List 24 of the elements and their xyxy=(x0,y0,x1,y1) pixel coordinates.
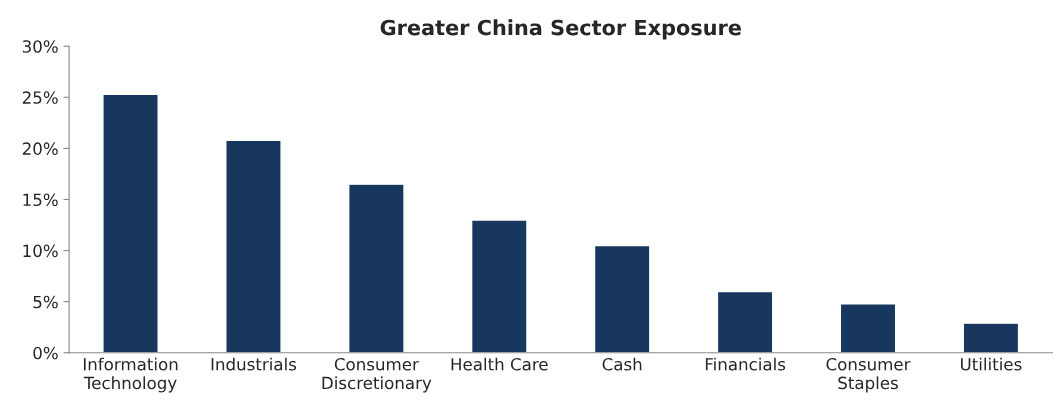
y-tick-label: 20% xyxy=(22,142,58,155)
x-tick-label: Health Care xyxy=(451,357,548,371)
bar xyxy=(839,303,897,353)
y-tick-label: 30% xyxy=(22,40,58,53)
y-tick-label: 15% xyxy=(23,193,58,207)
bar xyxy=(716,290,774,353)
x-tick-label: Industrials xyxy=(211,357,297,371)
y-tick-label: 0% xyxy=(33,346,58,360)
bar xyxy=(225,139,282,353)
x-tick-label: Utilities xyxy=(961,357,1022,371)
x-tick-label: Cash xyxy=(602,357,642,371)
x-tick-label: Consumer Discretionary xyxy=(322,357,432,393)
bar xyxy=(348,183,405,353)
x-tick-label: Consumer Staples xyxy=(826,357,911,393)
y-tick-label: 5% xyxy=(33,295,58,309)
x-tick-label: Financials xyxy=(705,357,786,371)
chart-title: Greater China Sector Exposure xyxy=(380,19,741,40)
bar xyxy=(102,93,159,353)
bar xyxy=(593,244,651,353)
y-tick-label: 25% xyxy=(22,91,58,104)
x-tick-label: Information Technology xyxy=(83,357,178,393)
y-tick-label: 10% xyxy=(23,244,58,258)
bar xyxy=(470,219,528,353)
bar xyxy=(962,322,1020,353)
